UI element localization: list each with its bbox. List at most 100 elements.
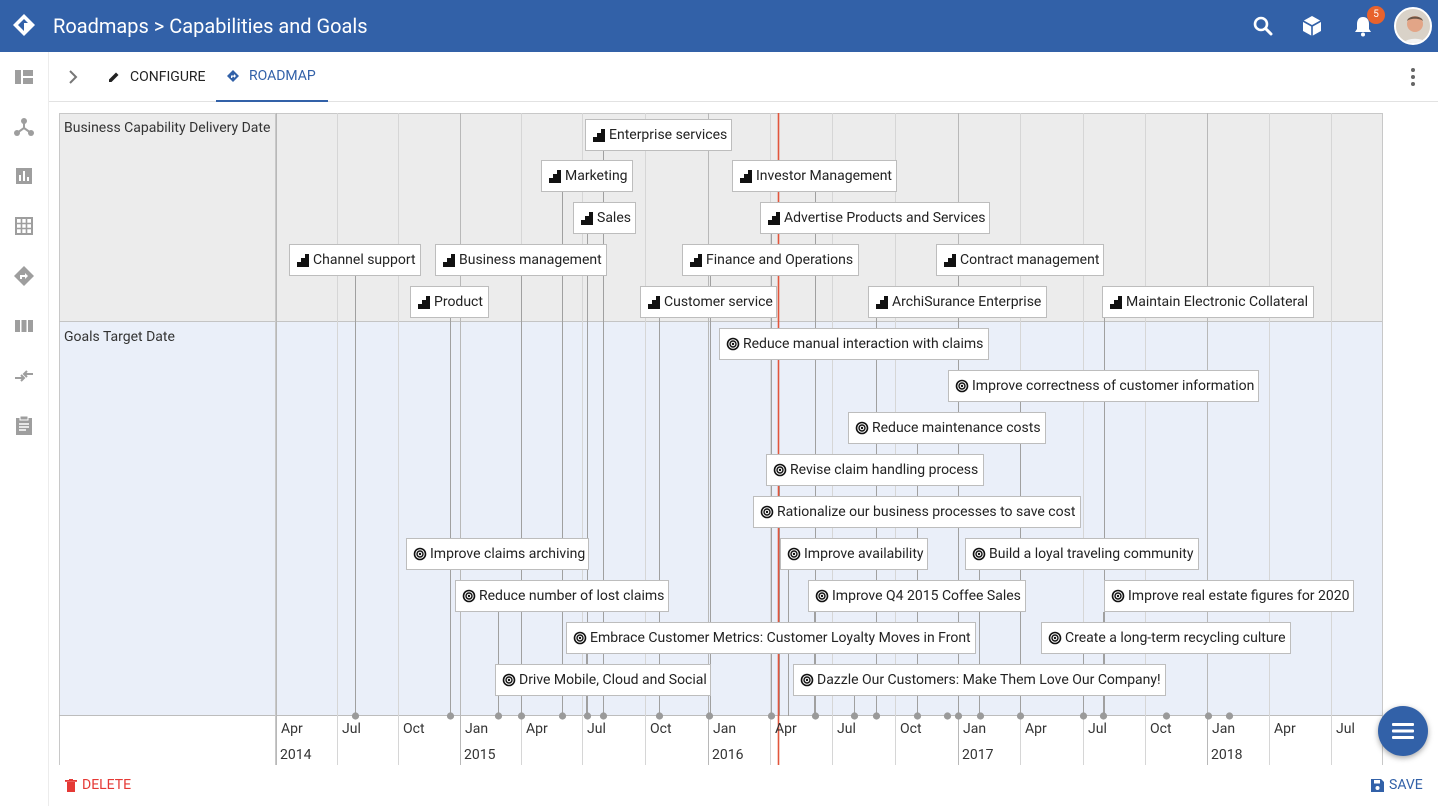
capability-card[interactable]: Business management <box>435 244 607 276</box>
goal-card[interactable]: Embrace Customer Metrics: Customer Loyal… <box>566 622 976 654</box>
pencil-icon <box>109 72 119 82</box>
capability-card[interactable]: ArchiSurance Enterprise <box>868 286 1047 318</box>
timeline-dot <box>351 712 360 720</box>
goal-card[interactable]: Improve correctness of customer informat… <box>948 370 1259 402</box>
goal-card[interactable]: Improve real estate figures for 2020 <box>1104 580 1354 612</box>
goal-card[interactable]: Improve claims archiving <box>406 538 589 570</box>
capability-card[interactable]: Product <box>410 286 489 318</box>
month-tick-label: Jul <box>837 721 856 737</box>
goal-label: Reduce maintenance costs <box>872 420 1041 436</box>
capability-icon <box>1110 296 1122 309</box>
capability-icon <box>418 296 430 309</box>
goal-icon <box>855 421 869 435</box>
search-icon[interactable] <box>1250 13 1276 39</box>
goal-card[interactable]: Reduce maintenance costs <box>848 412 1046 444</box>
capability-label: Contract management <box>960 252 1100 268</box>
grid-icon[interactable] <box>13 215 35 237</box>
capability-label: ArchiSurance Enterprise <box>892 294 1042 310</box>
goal-label: Revise claim handling process <box>790 462 979 478</box>
chart-icon[interactable] <box>13 165 35 187</box>
capability-card[interactable]: Maintain Electronic Collateral <box>1102 286 1314 318</box>
cube-icon[interactable] <box>1299 13 1325 39</box>
month-tick-label: Oct <box>403 721 425 737</box>
year-tick-label: 2015 <box>464 747 496 763</box>
dashboard-icon[interactable] <box>13 66 35 88</box>
capability-card[interactable]: Customer service <box>640 286 777 318</box>
timeline-dot <box>446 712 455 720</box>
capability-card[interactable]: Enterprise services <box>585 119 732 151</box>
capability-label: Business management <box>459 252 602 268</box>
tab-roadmap[interactable]: ROADMAP <box>216 52 328 102</box>
chevron-right-icon[interactable] <box>65 69 81 85</box>
month-tick-label: Jul <box>342 721 361 737</box>
goal-icon <box>1048 631 1062 645</box>
avatar[interactable] <box>1394 7 1432 45</box>
tab-configure[interactable]: CONFIGURE <box>107 52 205 102</box>
goal-icon <box>726 337 740 351</box>
timeline-dot <box>1225 712 1234 720</box>
roadmap-icon <box>227 70 239 82</box>
capability-label: Maintain Electronic Collateral <box>1126 294 1309 310</box>
year-tick-label: 2014 <box>280 747 312 763</box>
columns-icon[interactable] <box>13 315 35 337</box>
more-vert-icon[interactable] <box>1405 66 1421 88</box>
timeline-dot <box>943 712 952 720</box>
capability-card[interactable]: Channel support <box>289 244 421 276</box>
goal-card[interactable]: Improve Q4 2015 Coffee Sales <box>808 580 1026 612</box>
timeline-dot <box>872 712 881 720</box>
timeline-dot <box>558 712 567 720</box>
timeline-dot <box>1099 712 1108 720</box>
goal-icon <box>573 631 587 645</box>
capability-card[interactable]: Finance and Operations <box>682 244 859 276</box>
month-tick-label: Jul <box>587 721 606 737</box>
goal-icon <box>760 505 774 519</box>
month-tick-label: Oct <box>650 721 672 737</box>
notification-badge: 5 <box>1367 6 1385 24</box>
bell-icon[interactable] <box>1350 13 1376 39</box>
save-label: SAVE <box>1389 777 1423 793</box>
capability-icon <box>876 296 888 309</box>
goal-card[interactable]: Drive Mobile, Cloud and Social <box>495 664 711 696</box>
network-icon[interactable] <box>13 116 35 138</box>
menu-icon <box>1392 723 1414 739</box>
goal-card[interactable]: Dazzle Our Customers: Make Them Love Our… <box>793 664 1166 696</box>
goal-label: Drive Mobile, Cloud and Social <box>519 672 707 688</box>
directions-icon[interactable] <box>13 265 35 287</box>
capability-label: Sales <box>597 210 631 226</box>
menu-fab-button[interactable] <box>1378 706 1428 756</box>
goal-card[interactable]: Rationalize our business processes to sa… <box>753 496 1081 528</box>
goal-icon <box>972 547 986 561</box>
lane-title-capabilities: Business Capability Delivery Date <box>64 120 271 136</box>
goal-icon <box>1111 589 1125 603</box>
app-logo-icon[interactable] <box>10 11 38 39</box>
save-button[interactable]: SAVE <box>1371 777 1423 793</box>
capability-card[interactable]: Sales <box>573 202 636 234</box>
capability-card[interactable]: Investor Management <box>732 160 897 192</box>
month-tick-label: Apr <box>775 721 797 737</box>
delete-button[interactable]: DELETE <box>65 777 131 793</box>
timeline-dot <box>767 712 776 720</box>
timeline-dot <box>1079 712 1088 720</box>
goal-card[interactable]: Improve availability <box>780 538 928 570</box>
capability-label: Customer service <box>664 294 773 310</box>
goal-icon <box>462 589 476 603</box>
goal-icon <box>800 673 814 687</box>
goal-card[interactable]: Revise claim handling process <box>766 454 984 486</box>
capability-card[interactable]: Contract management <box>936 244 1104 276</box>
goal-icon <box>955 379 969 393</box>
goal-label: Create a long-term recycling culture <box>1065 630 1286 646</box>
page-title: Roadmaps > Capabilities and Goals <box>53 14 368 38</box>
goal-icon <box>815 589 829 603</box>
goal-card[interactable]: Reduce number of lost claims <box>455 580 669 612</box>
goal-card[interactable]: Build a loyal traveling community <box>965 538 1199 570</box>
goal-card[interactable]: Reduce manual interaction with claims <box>719 328 989 360</box>
goal-card[interactable]: Create a long-term recycling culture <box>1041 622 1291 654</box>
trash-icon <box>65 778 77 792</box>
capability-card[interactable]: Marketing <box>541 160 633 192</box>
capability-card[interactable]: Advertise Products and Services <box>760 202 990 234</box>
capability-label: Marketing <box>565 168 628 184</box>
compare-icon[interactable] <box>13 365 35 387</box>
clipboard-icon[interactable] <box>13 414 35 436</box>
